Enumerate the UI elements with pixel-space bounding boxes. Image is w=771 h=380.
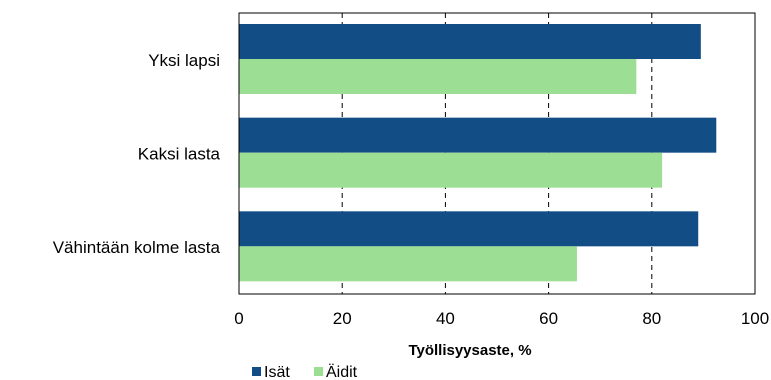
legend-label-aidit: Äidit <box>326 363 358 380</box>
legend-label-isat: Isät <box>264 364 290 380</box>
legend-swatch-isat <box>252 367 261 376</box>
bar-aidit-1 <box>239 152 663 188</box>
x-axis-ticks: 0 20 40 60 80 100 <box>234 309 769 328</box>
x-tick-label: 40 <box>436 309 455 328</box>
bars <box>239 24 717 282</box>
bar-isat-0 <box>239 24 701 59</box>
bar-isat-1 <box>239 117 717 153</box>
x-tick-label: 100 <box>741 309 769 328</box>
x-tick-label: 60 <box>539 309 558 328</box>
bar-aidit-2 <box>239 246 577 282</box>
x-tick-label: 80 <box>642 309 661 328</box>
x-axis-title: Työllisyysaste, % <box>408 342 531 359</box>
bar-aidit-0 <box>239 59 637 94</box>
bar-isat-2 <box>239 211 699 247</box>
category-label: Kaksi lasta <box>138 145 221 164</box>
plot-frame <box>238 12 756 295</box>
x-tick-label: 20 <box>333 309 352 328</box>
category-labels: Yksi lapsi Kaksi lasta Vähintään kolme las… <box>53 51 221 257</box>
category-label: Vähintään kolme lasta <box>53 238 221 257</box>
legend: Isät Äidit <box>252 363 358 380</box>
x-tick-label: 0 <box>234 309 243 328</box>
legend-swatch-aidit <box>314 367 323 376</box>
category-label: Yksi lapsi <box>148 51 220 70</box>
